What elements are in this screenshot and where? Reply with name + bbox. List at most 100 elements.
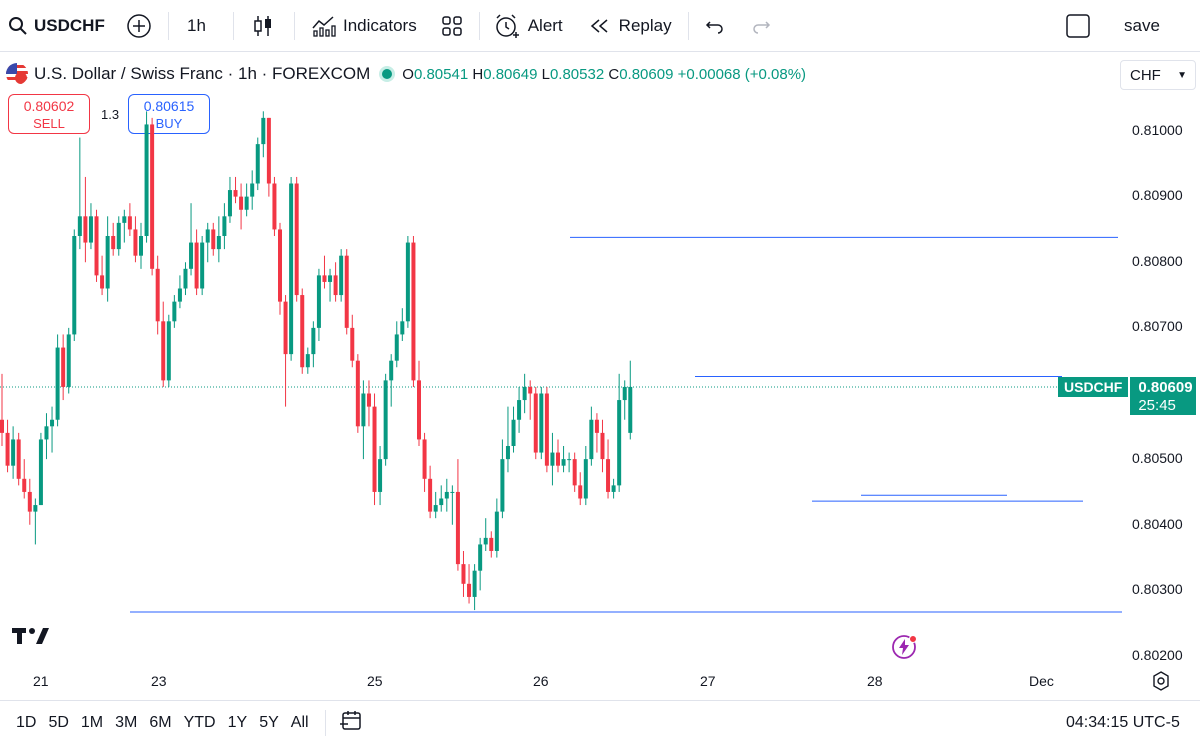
range-all[interactable]: All: [290, 714, 309, 731]
settings-gear-icon[interactable]: [1151, 671, 1171, 696]
price-tick: 0.80400: [1132, 516, 1183, 532]
candle-body: [522, 386, 527, 401]
time-tick: 23: [151, 673, 167, 689]
calendar-icon: [339, 710, 364, 737]
time-tick: 28: [867, 673, 883, 689]
range-1m[interactable]: 1M: [80, 714, 104, 731]
candle-body: [500, 459, 505, 512]
candle-body: [5, 432, 10, 466]
redo-icon: [751, 18, 771, 34]
undo-button[interactable]: [705, 0, 725, 52]
time-tick: 21: [33, 673, 49, 689]
candle-body: [88, 216, 93, 243]
candle-body: [378, 459, 383, 492]
candle-body: [539, 393, 544, 453]
time-tick: 26: [533, 673, 549, 689]
candle-body: [505, 446, 510, 460]
candle-body: [127, 216, 132, 230]
square-icon: [1066, 13, 1090, 38]
candle-body: [617, 400, 622, 486]
candle-body: [511, 419, 516, 446]
candle-body: [227, 190, 232, 217]
indicators-button[interactable]: Indicators: [311, 0, 417, 52]
layout-button[interactable]: [1066, 0, 1090, 52]
lightning-icon[interactable]: [891, 633, 919, 666]
range-5y[interactable]: 5Y: [259, 714, 279, 731]
replay-button[interactable]: Replay: [589, 0, 672, 52]
candle-body: [233, 190, 238, 197]
candle-body: [22, 478, 27, 492]
range-5d[interactable]: 5D: [48, 714, 69, 731]
candle-body: [44, 426, 49, 440]
price-tick: 0.81000: [1132, 122, 1183, 138]
top-toolbar: USDCHF 1h Indicators Alert Replay: [0, 0, 1200, 52]
candle-body: [355, 360, 360, 427]
candle-body: [255, 144, 260, 184]
currency-label: CHF: [1130, 66, 1161, 84]
divider: [324, 710, 326, 736]
us-flag-icon: [6, 63, 28, 85]
candle-body: [50, 419, 55, 427]
plus-circle-icon: [126, 13, 152, 39]
symbol-search[interactable]: USDCHF: [8, 0, 120, 52]
currency-select[interactable]: CHF ▼: [1120, 60, 1196, 90]
candle-body: [472, 570, 477, 597]
candle-body: [278, 229, 282, 302]
save-button[interactable]: save: [1124, 15, 1160, 35]
candle-body: [489, 537, 494, 551]
candle-body: [294, 183, 299, 296]
templates-button[interactable]: [441, 0, 463, 52]
candle-body: [166, 321, 171, 381]
alert-button[interactable]: Alert: [494, 0, 563, 52]
candle-body: [205, 229, 210, 243]
candle-body: [116, 222, 121, 250]
candle-body: [239, 196, 244, 210]
sell-button[interactable]: 0.80602 SELL: [8, 94, 90, 134]
candle-body: [177, 288, 182, 302]
rewind-icon: [589, 18, 611, 34]
symbol-title[interactable]: U.S. Dollar / Swiss Franc · 1h · FOREXCO…: [34, 64, 371, 83]
divider: [168, 11, 169, 40]
redo-button[interactable]: [751, 0, 771, 52]
alarm-clock-icon: [494, 13, 520, 39]
candle-body: [66, 334, 71, 387]
candle-body: [222, 216, 227, 236]
go-to-date-button[interactable]: [339, 709, 364, 738]
range-3m[interactable]: 3M: [115, 714, 138, 731]
tradingview-logo[interactable]: [12, 626, 50, 651]
chart-type-button[interactable]: [252, 0, 274, 52]
divider: [687, 11, 689, 40]
search-icon: [8, 16, 28, 36]
candle-body: [606, 459, 611, 492]
range-1y[interactable]: 1Y: [227, 714, 248, 731]
candle-body: [11, 439, 16, 466]
candle-body: [600, 432, 605, 460]
range-6m[interactable]: 6M: [149, 714, 172, 731]
buy-label: BUY: [155, 116, 183, 131]
candle-body: [38, 439, 43, 506]
range-ytd[interactable]: YTD: [183, 714, 216, 731]
candle-body: [533, 393, 538, 453]
candle-body: [622, 386, 627, 401]
candle-body: [383, 380, 388, 460]
candle-body: [211, 229, 216, 250]
price-tick: 0.80900: [1132, 187, 1183, 203]
range-1d[interactable]: 1D: [16, 714, 37, 731]
candle-body: [161, 321, 166, 381]
compare-button[interactable]: [126, 0, 152, 52]
candle-body: [422, 439, 427, 479]
clock-timezone[interactable]: 04:34:15 UTC-5: [1066, 714, 1180, 731]
candle-body: [72, 236, 77, 335]
candle-body: [322, 275, 327, 282]
candle-body: [300, 295, 305, 368]
interval-button[interactable]: 1h: [187, 15, 206, 35]
spread-value: 1.3: [101, 107, 120, 122]
alert-label: Alert: [527, 15, 563, 35]
candle-body: [272, 183, 277, 230]
candle-body: [594, 419, 599, 433]
candle-body: [311, 327, 316, 355]
candle-body: [16, 439, 21, 479]
replay-label: Replay: [618, 15, 672, 35]
candle-body: [333, 275, 338, 296]
buy-button[interactable]: 0.80615 BUY: [128, 94, 210, 134]
